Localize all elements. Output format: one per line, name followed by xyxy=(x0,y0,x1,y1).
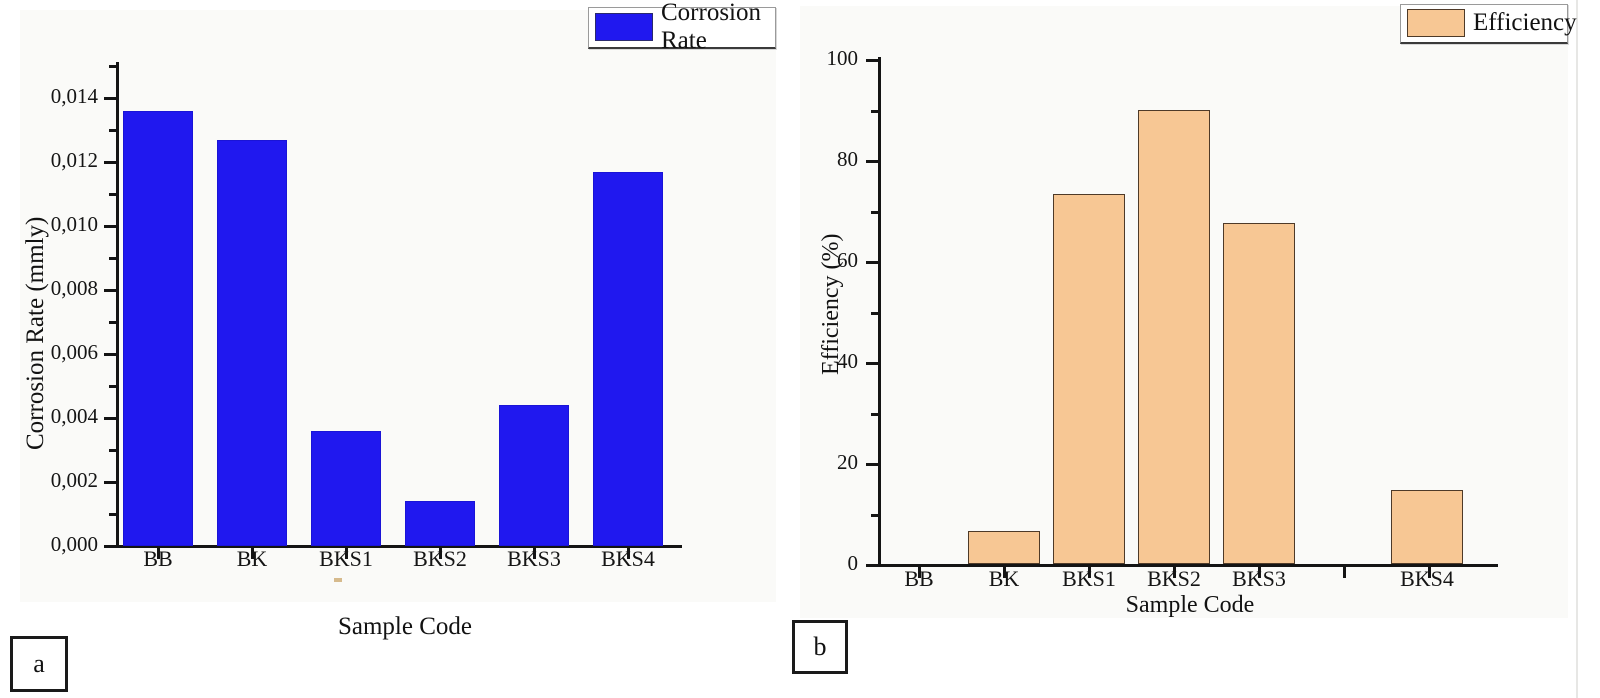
y-tick-major-a-4 xyxy=(104,289,117,292)
y-tick-major-a-0 xyxy=(104,545,117,548)
y-tick-minor-a-3 xyxy=(109,321,117,324)
x-axis-title-a: Sample Code xyxy=(337,613,472,640)
bar-a-bks4 xyxy=(593,172,663,546)
y-tick-label-a-4: 0,008 xyxy=(50,276,98,300)
x-tick-label-b-3: BKS2 xyxy=(1147,566,1201,591)
y-tick-minor-a-7 xyxy=(109,65,117,68)
y-tick-label-a-0: 0,000 xyxy=(50,532,98,556)
chart-b: Efficiency 0 20 40 60 80 100 xyxy=(800,0,1577,618)
chart-a: Corrosion Rate 0,000 0,002 0,004 0,006 0… xyxy=(0,0,776,640)
y-tick-minor-a-5 xyxy=(109,193,117,196)
x-tick-b-5 xyxy=(1343,567,1346,578)
x-tick-b-4 xyxy=(1258,567,1261,578)
x-tick-label-a-2: BKS1 xyxy=(319,546,373,571)
x-tick-b-3 xyxy=(1173,567,1176,578)
image-artifact-speck xyxy=(334,578,342,582)
x-tick-b-0 xyxy=(918,567,921,578)
y-tick-label-a-2: 0,004 xyxy=(50,404,98,428)
x-tick-label-a-5: BKS4 xyxy=(601,546,655,571)
legend-swatch-corrosion-rate xyxy=(595,13,653,41)
legend-corrosion-rate: Corrosion Rate xyxy=(588,0,776,54)
x-tick-label-a-1: BK xyxy=(236,546,268,571)
legend-label-efficiency: Efficiency xyxy=(1473,9,1577,36)
y-tick-major-a-7 xyxy=(104,97,117,100)
y-tick-label-b-0: 0 xyxy=(847,551,859,575)
bar-a-bks1 xyxy=(311,431,381,546)
bar-a-bb xyxy=(123,111,193,546)
bar-a-bks3 xyxy=(499,405,569,546)
y-tick-minor-a-6 xyxy=(109,129,117,132)
bar-b-bks2 xyxy=(1138,110,1210,564)
y-tick-minor-a-2 xyxy=(109,385,117,388)
bar-a-bk xyxy=(217,140,287,546)
y-axis-line-a xyxy=(116,62,119,548)
x-tick-label-b-5: BKS4 xyxy=(1400,566,1454,591)
legend-label-corrosion-rate: Corrosion Rate xyxy=(661,0,761,54)
x-tick-a-2 xyxy=(345,548,348,559)
y-axis-title-a: Corrosion Rate (mmly) xyxy=(22,216,49,450)
x-tick-a-4 xyxy=(533,548,536,559)
bar-a-bks2 xyxy=(405,501,475,546)
y-tick-label-a-5: 0,010 xyxy=(50,212,98,236)
y-tick-minor-b-1 xyxy=(871,413,879,416)
y-tick-major-b-3 xyxy=(866,261,879,264)
x-tick-b-6 xyxy=(1428,567,1431,578)
figure-label-a: a xyxy=(10,636,68,692)
y-tick-label-b-4: 80 xyxy=(837,147,858,171)
y-tick-major-a-3 xyxy=(104,353,117,356)
x-tick-label-b-2: BKS1 xyxy=(1062,566,1116,591)
bar-b-bks4 xyxy=(1391,490,1463,564)
y-tick-minor-a-1 xyxy=(109,449,117,452)
y-axis-line-b xyxy=(878,57,881,567)
y-tick-minor-a-4 xyxy=(109,257,117,260)
x-tick-a-3 xyxy=(439,548,442,559)
bar-b-bks1 xyxy=(1053,194,1125,564)
x-axis-line-a xyxy=(116,545,682,548)
y-tick-label-b-5: 100 xyxy=(826,46,859,70)
y-tick-major-b-4 xyxy=(866,160,879,163)
x-tick-a-5 xyxy=(627,548,630,559)
y-tick-label-b-3: 60 xyxy=(837,248,858,272)
y-tick-label-a-3: 0,006 xyxy=(50,340,98,364)
y-tick-minor-a-0 xyxy=(109,513,117,516)
y-tick-major-b-5 xyxy=(866,59,879,62)
y-tick-label-a-7: 0,014 xyxy=(50,84,98,108)
x-tick-b-2 xyxy=(1088,567,1091,578)
y-tick-label-b-2: 40 xyxy=(837,349,858,373)
y-tick-major-b-1 xyxy=(866,463,879,466)
x-tick-label-b-1: BK xyxy=(988,566,1020,591)
x-tick-label-a-3: BKS2 xyxy=(413,546,467,571)
y-axis-title-b: Efficiency (%) xyxy=(818,233,844,375)
x-tick-label-a-0: BB xyxy=(143,546,173,571)
y-tick-minor-b-2 xyxy=(871,312,879,315)
legend-efficiency: Efficiency xyxy=(1400,4,1577,44)
y-tick-minor-b-0 xyxy=(871,514,879,517)
y-tick-label-a-1: 0,002 xyxy=(50,468,98,492)
y-tick-major-b-2 xyxy=(866,362,879,365)
y-tick-major-a-5 xyxy=(104,225,117,228)
x-axis-line-b xyxy=(878,564,1498,567)
x-tick-label-b-4: BKS3 xyxy=(1232,566,1286,591)
y-tick-major-a-1 xyxy=(104,481,117,484)
y-tick-major-a-6 xyxy=(104,161,117,164)
y-tick-minor-b-3 xyxy=(871,211,879,214)
figure-label-b: b xyxy=(792,620,848,674)
x-tick-label-a-4: BKS3 xyxy=(507,546,561,571)
x-tick-b-1 xyxy=(1003,567,1006,578)
legend-swatch-efficiency xyxy=(1407,9,1465,37)
y-tick-label-a-6: 0,012 xyxy=(50,148,98,172)
y-tick-minor-b-4 xyxy=(871,110,879,113)
panel-separator xyxy=(1576,0,1578,698)
x-axis-title-b: Sample Code xyxy=(1125,592,1255,618)
x-tick-label-b-0: BB xyxy=(904,566,934,591)
bar-b-bks3 xyxy=(1223,223,1295,564)
y-tick-label-b-1: 20 xyxy=(837,450,858,474)
y-tick-major-b-0 xyxy=(866,564,879,567)
x-tick-a-1 xyxy=(251,548,254,559)
y-tick-major-a-2 xyxy=(104,417,117,420)
bar-b-bk xyxy=(968,531,1040,564)
x-tick-a-0 xyxy=(157,548,160,559)
